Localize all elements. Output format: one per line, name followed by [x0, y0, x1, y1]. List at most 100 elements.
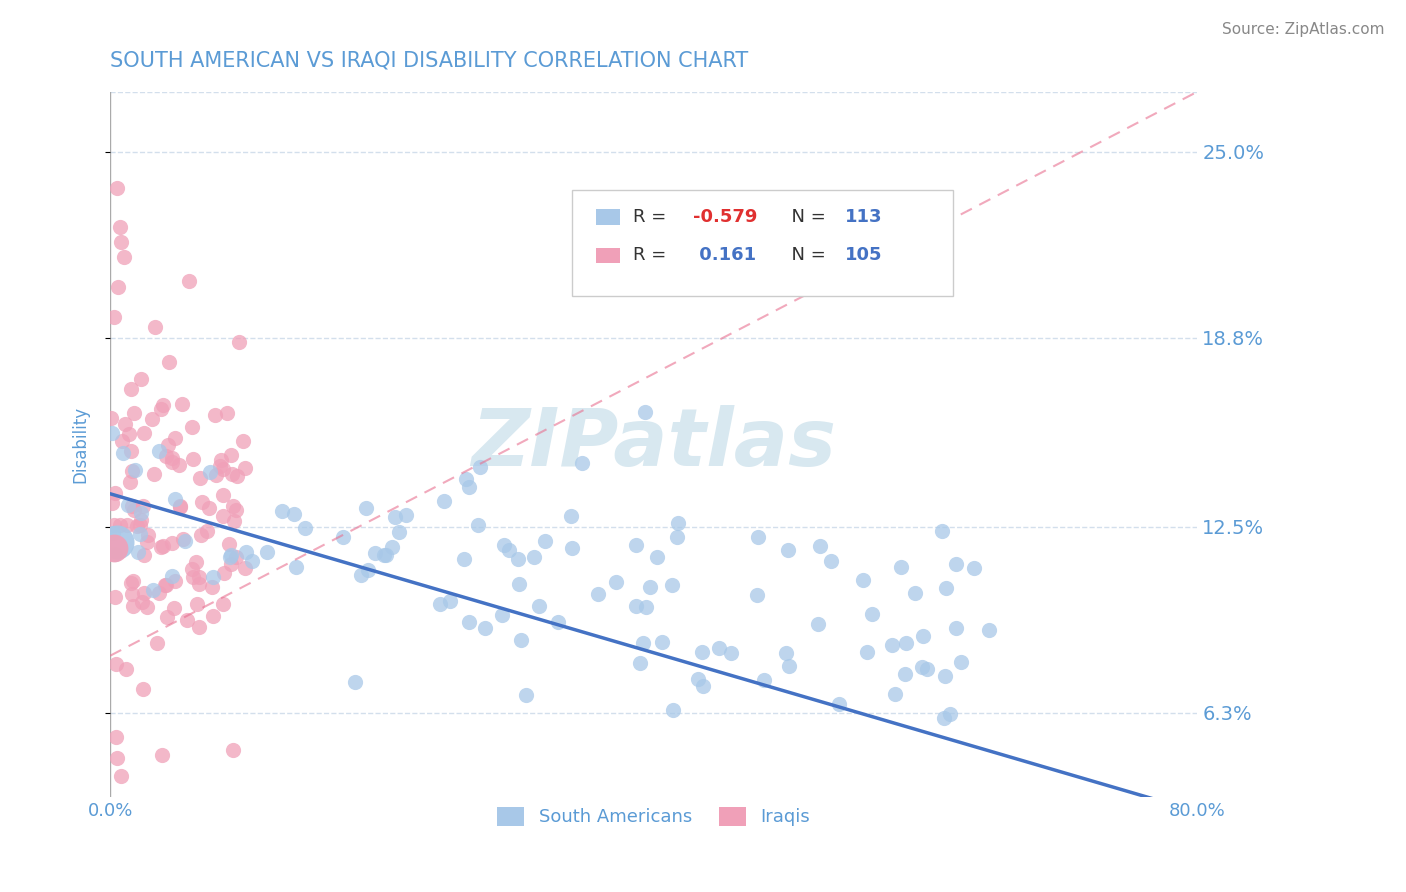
Point: [160, 450, 183, 465]
Point: [384, 510, 406, 524]
Point: [169, 499, 191, 513]
Point: [778, 542, 800, 557]
Point: [931, 524, 953, 539]
Point: [156, 610, 179, 624]
Point: [626, 599, 648, 613]
Point: [157, 438, 180, 452]
Point: [651, 634, 673, 648]
Text: ZIPatlas: ZIPatlas: [471, 405, 837, 483]
Point: [508, 577, 530, 591]
Point: [634, 405, 657, 419]
Point: [104, 590, 127, 604]
Point: [172, 532, 194, 546]
Point: [935, 582, 957, 596]
Point: [212, 488, 235, 502]
Point: [222, 499, 245, 513]
Legend: South Americans, Iraqis: South Americans, Iraqis: [489, 800, 817, 834]
Point: [209, 458, 232, 473]
Text: R =: R =: [633, 208, 672, 227]
Point: [118, 427, 141, 442]
Point: [911, 629, 934, 643]
Point: [690, 645, 713, 659]
Point: [179, 274, 201, 288]
Point: [169, 458, 191, 472]
Point: [686, 672, 709, 686]
Point: [647, 549, 669, 564]
Point: [354, 501, 377, 516]
Point: [132, 500, 155, 514]
Point: [240, 554, 263, 568]
Point: [364, 546, 387, 560]
Point: [152, 540, 174, 554]
Point: [191, 495, 214, 509]
Point: [381, 540, 404, 554]
Point: [225, 468, 247, 483]
Point: [332, 530, 354, 544]
Text: 0.161: 0.161: [693, 246, 756, 264]
Point: [707, 640, 730, 655]
Point: [190, 527, 212, 541]
Point: [235, 545, 257, 559]
Point: [492, 538, 515, 552]
Point: [934, 669, 956, 683]
Point: [945, 622, 967, 636]
Point: [141, 412, 163, 426]
Point: [129, 513, 152, 527]
Point: [271, 504, 294, 518]
Point: [132, 426, 155, 441]
Point: [233, 460, 256, 475]
Point: [114, 417, 136, 432]
Point: [165, 431, 187, 445]
Point: [142, 583, 165, 598]
Point: [142, 467, 165, 481]
Point: [225, 503, 247, 517]
Point: [122, 599, 145, 614]
Point: [233, 561, 256, 575]
Point: [163, 601, 186, 615]
Point: [121, 587, 143, 601]
Point: [187, 577, 209, 591]
Point: [135, 535, 157, 549]
Point: [127, 544, 149, 558]
Point: [150, 541, 173, 555]
Text: N =: N =: [780, 246, 831, 264]
Point: [294, 521, 316, 535]
Point: [222, 514, 245, 528]
Point: [356, 563, 378, 577]
Point: [218, 550, 240, 565]
Point: [692, 679, 714, 693]
Point: [153, 578, 176, 592]
Point: [527, 599, 550, 613]
Point: [120, 444, 142, 458]
Point: [124, 463, 146, 477]
Point: [132, 548, 155, 562]
Point: [110, 769, 132, 783]
Point: [181, 452, 204, 467]
Point: [124, 503, 146, 517]
Text: -0.579: -0.579: [693, 208, 758, 227]
Point: [111, 446, 134, 460]
Point: [375, 548, 398, 562]
Point: [945, 557, 967, 571]
Point: [890, 560, 912, 574]
Point: [963, 561, 986, 575]
Point: [491, 607, 513, 622]
Point: [118, 475, 141, 489]
Point: [547, 615, 569, 629]
Point: [101, 496, 124, 510]
Point: [122, 406, 145, 420]
Point: [938, 707, 960, 722]
Point: [662, 703, 685, 717]
Point: [173, 533, 195, 548]
Point: [634, 599, 657, 614]
Point: [212, 566, 235, 580]
Point: [129, 517, 152, 532]
Point: [439, 594, 461, 608]
Point: [720, 646, 742, 660]
Point: [624, 538, 647, 552]
Point: [155, 578, 177, 592]
Point: [169, 500, 191, 515]
Point: [163, 491, 186, 506]
Point: [915, 662, 938, 676]
Point: [188, 620, 211, 634]
